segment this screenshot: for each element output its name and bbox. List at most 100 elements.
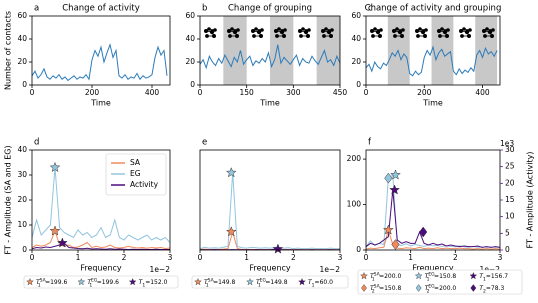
y-tick-label: 30 <box>17 170 27 179</box>
panel-letter: a <box>34 4 39 14</box>
annotation-base: T <box>256 279 261 286</box>
annotation-sub: 1 <box>38 282 41 288</box>
annotation-sub: 1 <box>427 276 430 282</box>
annotation-marker <box>470 284 477 292</box>
x-tick-label: 0 <box>364 253 369 262</box>
x-axis-label: Frequency <box>80 264 122 273</box>
series-line <box>366 45 498 77</box>
x-tick-label: 0 <box>198 253 203 262</box>
axes-frame <box>199 149 341 251</box>
x-axis-label: Frequency <box>249 264 291 273</box>
annotation-rest: =156.7 <box>486 273 508 280</box>
peak-marker <box>384 172 393 184</box>
x-axis-label: Time <box>90 99 111 108</box>
annotation-base: T <box>479 285 484 292</box>
panel-title: Change of grouping <box>228 4 312 14</box>
annotation-base: T <box>425 273 430 280</box>
annotation-base: T <box>308 279 313 286</box>
x-tick-label: 2 <box>453 253 458 262</box>
x-tick-label: 0 <box>30 253 35 262</box>
y-tick-label: 20 <box>17 195 27 204</box>
x-offset-text: 1e−2 <box>150 265 171 274</box>
x-tick-label: 3 <box>498 253 503 262</box>
annotation-rest: =150.8 <box>379 285 401 292</box>
axes-frame <box>365 149 501 251</box>
legend-label: Activity <box>130 180 159 189</box>
annotation-sub: 1 <box>312 282 315 288</box>
shaded-band <box>270 16 294 85</box>
annotation-base: T <box>139 279 144 286</box>
peak-marker <box>225 226 237 237</box>
annotation-label: TEG 1 =199.6 <box>87 277 119 288</box>
x-tick-label: 400 <box>145 88 160 97</box>
series-line <box>366 174 500 248</box>
peak-marker <box>382 224 394 235</box>
x-tick-label: 450 <box>333 88 348 97</box>
annotation-label: TEG 1 =150.8 <box>425 271 457 282</box>
panel-title: Change of activity <box>62 4 139 14</box>
annotation-box <box>357 269 523 295</box>
annotation-sub: 1 <box>258 282 261 288</box>
panel-letter: d <box>34 138 39 148</box>
annotation-box <box>23 275 179 289</box>
x-tick-label: 2 <box>122 253 127 262</box>
y2-tick-label: 0 <box>505 245 510 254</box>
y-tick-label: 20 <box>17 57 27 66</box>
annotation-base: T <box>36 279 41 286</box>
peak-marker <box>56 237 68 248</box>
annotation-sup: SA <box>374 283 381 289</box>
annotation-marker <box>26 277 34 286</box>
y2-tick-label: 30 <box>505 145 515 154</box>
annotation-rest: =200.0 <box>434 285 456 292</box>
y-tick-label: 0 <box>22 80 27 89</box>
annotation-base: T <box>204 279 209 286</box>
y-tick-label: 20 <box>351 57 361 66</box>
x-axis-label: Frequency <box>412 264 454 273</box>
series-line <box>200 229 340 250</box>
annotation-base: T <box>479 273 484 280</box>
x-tick-label: 0 <box>364 88 369 97</box>
annotation-rest: =199.6 <box>97 279 119 286</box>
annotation-label: T2=78.3 <box>479 285 504 295</box>
legend-label: SA <box>130 158 141 167</box>
annotation-base: T <box>87 279 92 286</box>
x-tick-label: 2 <box>291 253 296 262</box>
y-tick-label: 40 <box>351 34 361 43</box>
annotation-rest: =149.8 <box>213 279 235 286</box>
peak-marker <box>49 161 61 173</box>
annotation-marker <box>128 277 137 286</box>
peak-marker <box>389 184 401 195</box>
y-axis-label: FT - Amplitude (SA and EG) <box>4 145 13 254</box>
annotation-label: T1=152.0 <box>139 279 168 289</box>
annotation-sup: EG <box>91 277 98 283</box>
annotation-sup: SA <box>374 271 381 277</box>
y-tick-label: 0 <box>190 80 195 89</box>
y2-offset-text: 1e3 <box>500 139 514 148</box>
y-tick-label: 0 <box>356 245 361 254</box>
y2-tick-label: 25 <box>505 162 515 171</box>
annotation-rest: =199.6 <box>45 279 67 286</box>
x-axis-label: Time <box>422 99 443 108</box>
panel: 0 200 400 0 20 40 60 a Change of activity Time Num… <box>4 4 171 108</box>
annotation-base: T <box>370 285 375 292</box>
panel-letter: b <box>202 4 207 14</box>
x-tick-label: 150 <box>240 88 255 97</box>
x-offset-text: 1e−2 <box>480 265 501 274</box>
annotation-sup: EG <box>428 271 435 277</box>
annotation-label: TSA 1 =200.0 <box>370 271 401 282</box>
x-tick-label: 3 <box>168 253 173 262</box>
peak-marker <box>419 226 428 238</box>
annotation-label: T1=60.0 <box>308 279 333 289</box>
annotation-marker <box>469 271 478 280</box>
x-tick-label: 3 <box>338 253 343 262</box>
annotation-marker <box>298 277 306 286</box>
x-tick-label: 200 <box>417 88 432 97</box>
y-tick-label: 40 <box>185 34 195 43</box>
x-offset-text: 1e−2 <box>320 265 341 274</box>
shaded-band <box>223 16 247 85</box>
annotation-marker <box>246 277 254 286</box>
